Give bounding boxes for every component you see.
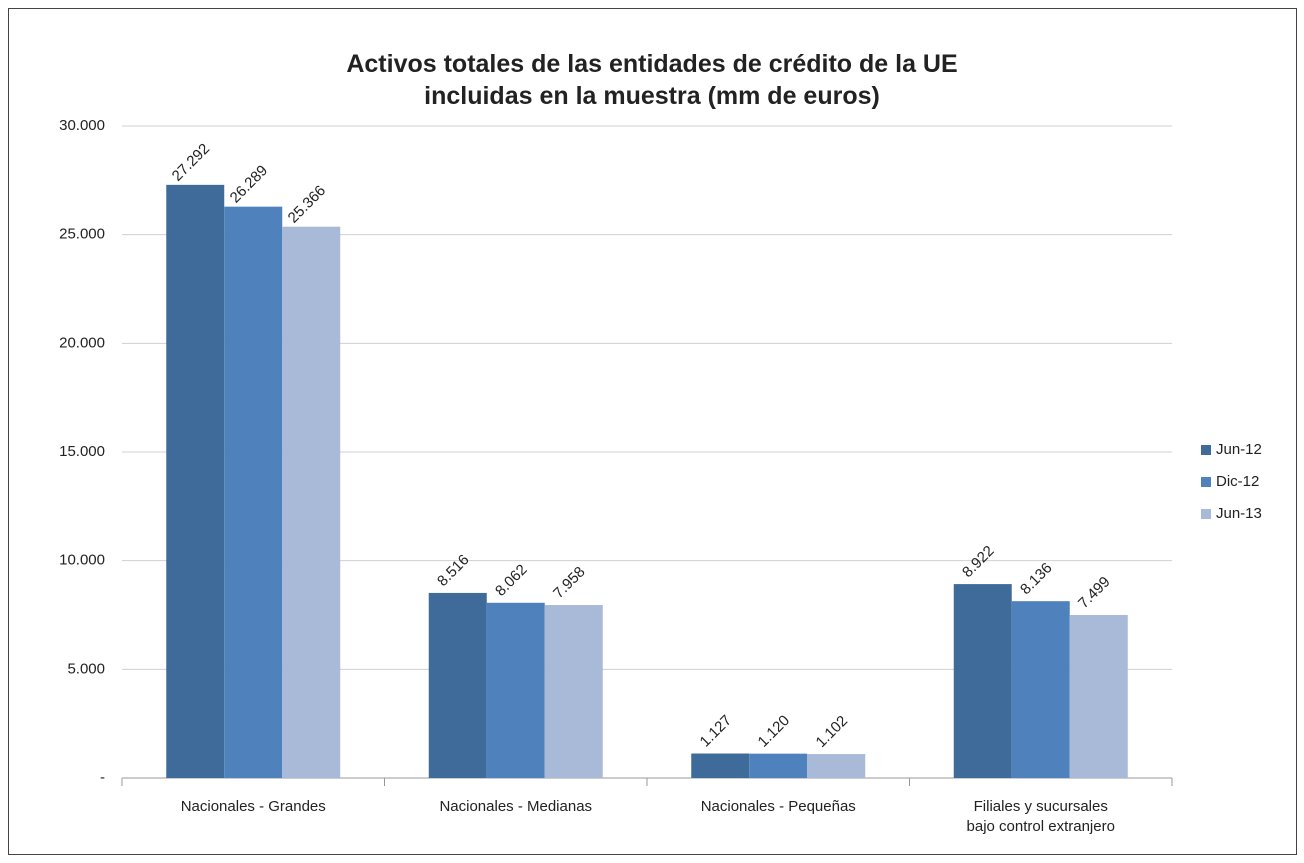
data-label: 1.120 <box>755 712 794 751</box>
bar <box>953 584 1012 778</box>
data-label: 7.958 <box>550 563 589 602</box>
legend-swatch <box>1201 509 1211 519</box>
y-tick-label: 20.000 <box>59 334 105 351</box>
bar <box>691 753 750 778</box>
bar <box>282 226 341 778</box>
y-tick-label: 30.000 <box>59 117 105 134</box>
data-label: 8.136 <box>1017 560 1056 599</box>
data-label: 8.516 <box>434 551 473 590</box>
data-label: 8.062 <box>492 561 531 600</box>
y-tick-label: 5.000 <box>67 660 105 677</box>
data-label: 27.292 <box>169 140 213 184</box>
legend-label: Jun-12 <box>1216 441 1262 458</box>
bar <box>224 206 283 778</box>
legend-swatch <box>1201 477 1211 487</box>
chart-border <box>8 8 1297 855</box>
chart-title: Activos totales de las entidades de créd… <box>346 50 958 110</box>
x-tick-label: Nacionales - Medianas <box>439 798 593 815</box>
y-tick-label: 25.000 <box>59 226 105 243</box>
bar <box>1069 615 1128 778</box>
data-label: 1.127 <box>697 712 736 751</box>
bar <box>544 605 603 778</box>
bar <box>166 184 225 778</box>
legend-swatch <box>1201 445 1211 455</box>
bar <box>807 754 866 778</box>
y-tick-label: 10.000 <box>59 552 105 569</box>
data-label: 25.366 <box>285 182 329 226</box>
data-label: 26.289 <box>227 162 271 206</box>
y-tick-label: 15.000 <box>59 443 105 460</box>
bar <box>486 602 545 778</box>
y-tick-label: - <box>100 769 105 786</box>
legend-label: Dic-12 <box>1216 473 1259 490</box>
legend-label: Jun-13 <box>1216 505 1262 522</box>
x-tick-label: Filiales y sucursales bajo control extra… <box>966 798 1115 835</box>
x-tick-label: Nacionales - Grandes <box>180 798 326 815</box>
data-label: 7.499 <box>1075 573 1114 612</box>
data-label: 1.102 <box>813 712 852 751</box>
bar <box>749 753 808 778</box>
x-tick-label: Nacionales - Pequeñas <box>700 798 856 815</box>
bar <box>1011 601 1070 778</box>
bar <box>428 592 487 778</box>
data-label: 8.922 <box>959 542 998 581</box>
